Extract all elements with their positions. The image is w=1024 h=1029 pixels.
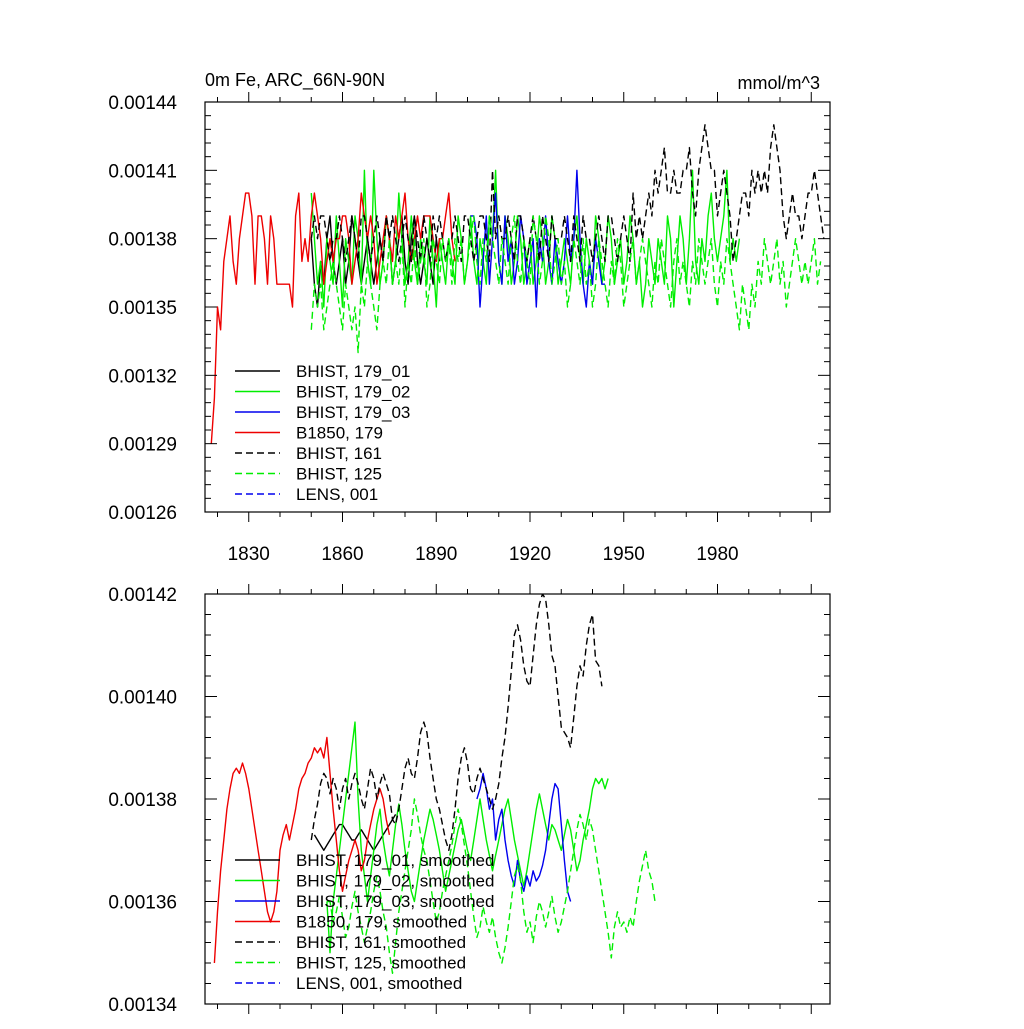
top-line-bhist-125 [310,215,822,354]
top-xtick-label: 1920 [509,544,551,565]
bottom-legend-label-b1850-179-smoothed: B1850, 179, smoothed [296,913,467,932]
top-line-bhist-179-03 [470,169,605,308]
bottom-legend-label-bhist-161-smoothed: BHIST, 161, smoothed [296,933,466,952]
top-ytick-label: 0.00141 [108,161,177,182]
bottom-line-bhist-179-02-smoothed [326,721,609,954]
bottom-series-lines [213,594,656,974]
bottom-panel: 0.00134 0.00136 0.00138 0.00140 0.00142 BHIST… [108,584,831,1016]
top-xtick-label: 1890 [415,544,457,565]
top-series-lines [210,124,825,444]
bottom-ytick-label: 0.00138 [108,790,177,811]
bottom-legend-label-lens-001-smoothed: LENS, 001, smoothed [296,974,462,993]
bottom-line-bhist-179-03-smoothed [476,772,572,902]
bottom-legend-label-bhist-125-smoothed: BHIST, 125, smoothed [296,954,466,973]
top-xtick-label: 1860 [321,544,363,565]
top-ytick-label: 0.00138 [108,230,177,251]
top-ytick-label: 0.00144 [108,93,177,114]
bottom-ytick-label: 0.00142 [108,585,177,606]
top-ytick-label: 0.00126 [108,503,177,524]
top-panel: 0.00126 0.00129 0.00132 0.00135 0.00138 0.001… [108,70,831,565]
top-chart-title: 0m Fe, ARC_66N-90N [205,70,385,91]
top-ytick-label: 0.00135 [108,298,177,319]
top-legend-label-bhist-125: BHIST, 125 [296,465,382,484]
bottom-line-bhist-161-smoothed [310,594,603,851]
top-xtick-label: 1830 [228,544,270,565]
bottom-line-bhist-125-smoothed [326,798,656,974]
bottom-ytick-label: 0.00134 [108,995,177,1016]
top-line-bhist-161 [310,124,825,263]
bottom-legend-label-bhist-179-03-smoothed: BHIST, 179_03, smoothed [296,892,494,911]
bottom-ytick-label: 0.00140 [108,688,177,709]
top-units-label: mmol/m^3 [738,73,820,93]
top-legend-label-lens-001: LENS, 001 [296,485,378,504]
top-legend-label-bhist-179-01: BHIST, 179_01 [296,362,410,381]
top-legend-label-bhist-161: BHIST, 161 [296,444,382,463]
bottom-line-b1850-179-smoothed [213,736,391,964]
top-ytick-label: 0.00132 [108,366,177,387]
top-ytick-label: 0.00129 [108,435,177,456]
bottom-legend-label-bhist-179-02-smoothed: BHIST, 179_02, smoothed [296,872,494,891]
bottom-legend-label-bhist-179-01-smoothed: BHIST, 179_01, smoothed [296,851,494,870]
top-xtick-label: 1950 [603,544,645,565]
top-legend-label-b1850-179: B1850, 179 [296,424,383,443]
top-legend-label-bhist-179-03: BHIST, 179_03 [296,403,410,422]
top-line-b1850-179 [210,192,456,444]
bottom-legend: BHIST, 179_01, smoothed BHIST, 179_02, sm… [235,851,494,993]
bottom-ytick-label: 0.00136 [108,893,177,914]
top-legend-label-bhist-179-02: BHIST, 179_02 [296,383,410,402]
top-xtick-label: 1980 [696,544,738,565]
